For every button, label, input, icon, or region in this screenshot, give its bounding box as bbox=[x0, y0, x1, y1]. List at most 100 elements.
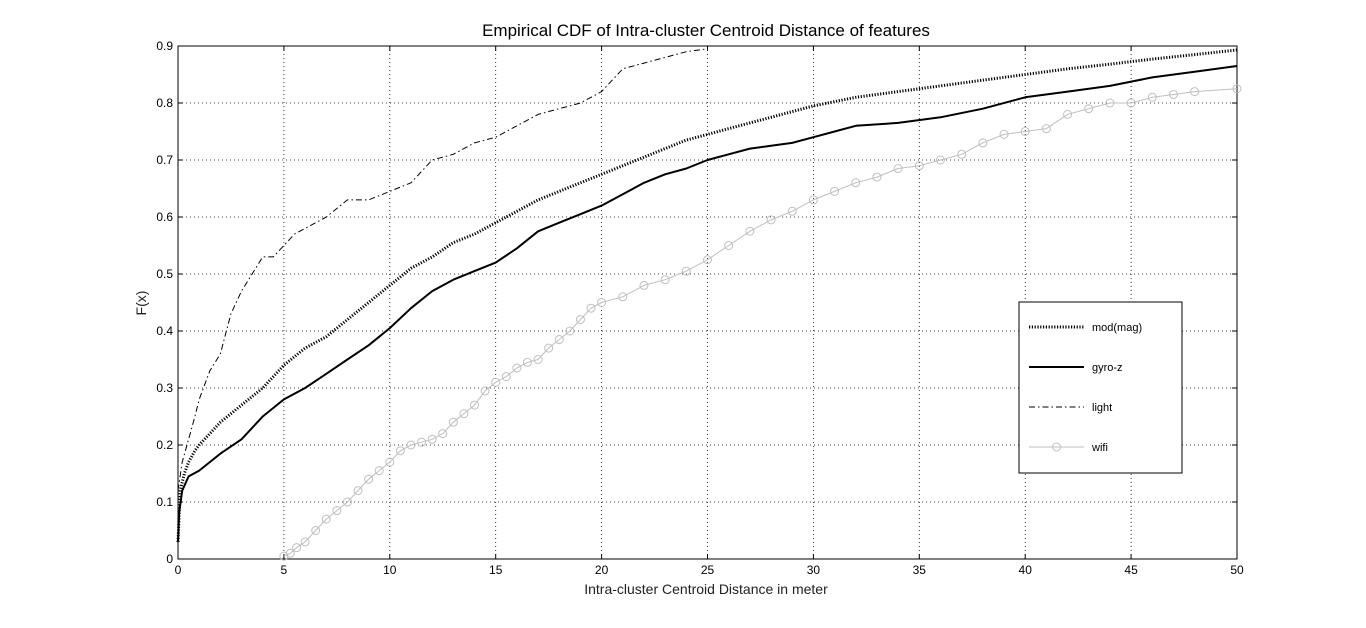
x-tick-label: 50 bbox=[1230, 563, 1244, 577]
data-point-wifi bbox=[618, 292, 628, 302]
data-point-wifi bbox=[1084, 104, 1094, 114]
data-point-wifi bbox=[438, 429, 448, 439]
data-point-wifi bbox=[501, 372, 511, 382]
data-point-wifi bbox=[586, 303, 596, 313]
data-point-wifi bbox=[279, 551, 289, 561]
y-tick-label: 0.5 bbox=[156, 267, 173, 281]
data-point-wifi bbox=[745, 226, 755, 236]
data-point-wifi bbox=[470, 400, 480, 410]
x-tick-label: 35 bbox=[913, 563, 927, 577]
data-point-wifi bbox=[406, 440, 416, 450]
y-axis-label: F(x) bbox=[133, 291, 149, 316]
data-point-wifi bbox=[321, 514, 331, 524]
legend-label-light: light bbox=[1092, 402, 1112, 414]
data-point-wifi bbox=[1190, 87, 1200, 97]
data-point-wifi bbox=[311, 526, 321, 535]
data-point-wifi bbox=[830, 186, 840, 196]
legend-label-wifi: wifi bbox=[1091, 442, 1108, 454]
data-point-wifi bbox=[1168, 89, 1178, 99]
data-point-wifi bbox=[999, 129, 1009, 139]
data-point-wifi bbox=[565, 326, 575, 336]
legend-box bbox=[1018, 301, 1183, 474]
x-tick-label: 15 bbox=[489, 563, 503, 577]
data-point-wifi bbox=[1105, 98, 1115, 108]
legend-label-gyro-z: gyro-z bbox=[1092, 362, 1123, 374]
y-axis: 0 0.1 0.2 0.3 0.4 0.5 0.6 0.7 0.8 0.9 bbox=[156, 39, 1237, 566]
y-tick-label: 0.8 bbox=[156, 96, 173, 110]
data-point-wifi bbox=[808, 195, 818, 205]
data-point-wifi bbox=[285, 548, 295, 558]
data-point-wifi bbox=[342, 497, 352, 507]
series-line-light bbox=[177, 48, 708, 491]
legend-marker-wifi bbox=[1052, 442, 1061, 452]
x-tick-label: 40 bbox=[1019, 563, 1033, 577]
data-point-wifi bbox=[512, 363, 522, 373]
data-point-wifi bbox=[575, 315, 585, 325]
data-point-wifi bbox=[597, 298, 607, 307]
y-tick-label: 0 bbox=[166, 552, 173, 566]
data-point-wifi bbox=[554, 335, 564, 345]
data-point-wifi bbox=[292, 543, 302, 553]
data-point-wifi bbox=[724, 241, 734, 250]
data-point-wifi bbox=[872, 172, 882, 182]
data-point-wifi bbox=[787, 206, 797, 216]
data-point-wifi bbox=[639, 280, 649, 290]
y-tick-label: 0.7 bbox=[156, 153, 173, 167]
legend: mod(mag) gyro-z light wifi bbox=[1018, 301, 1183, 474]
x-tick-label: 5 bbox=[281, 563, 288, 577]
data-point-wifi bbox=[395, 446, 405, 456]
data-point-wifi bbox=[1063, 109, 1073, 119]
y-tick-label: 0.6 bbox=[156, 210, 173, 224]
data-point-wifi bbox=[935, 155, 945, 165]
x-tick-label: 20 bbox=[595, 563, 609, 577]
series-layer bbox=[176, 48, 1242, 561]
chart-title: Empirical CDF of Intra-cluster Centroid … bbox=[482, 21, 930, 40]
data-point-wifi bbox=[332, 506, 342, 516]
data-point-wifi bbox=[353, 486, 363, 496]
series-line-mod-mag bbox=[176, 48, 1238, 542]
data-point-wifi bbox=[417, 437, 427, 447]
x-tick-label: 45 bbox=[1124, 563, 1138, 577]
x-tick-label: 25 bbox=[701, 563, 715, 577]
data-point-wifi bbox=[522, 357, 532, 367]
x-axis-label: Intra-cluster Centroid Distance in meter bbox=[584, 581, 828, 597]
data-point-wifi bbox=[1232, 84, 1242, 94]
y-tick-label: 0.9 bbox=[156, 39, 173, 53]
data-point-wifi bbox=[703, 255, 712, 265]
data-point-wifi bbox=[1041, 124, 1051, 134]
data-point-wifi bbox=[533, 355, 543, 364]
data-point-wifi bbox=[1147, 92, 1157, 102]
y-tick-label: 0.1 bbox=[156, 495, 173, 509]
x-tick-label: 30 bbox=[807, 563, 821, 577]
x-tick-label: 0 bbox=[175, 563, 182, 577]
data-point-wifi bbox=[851, 178, 861, 188]
data-point-wifi bbox=[660, 275, 670, 285]
data-point-wifi bbox=[914, 161, 924, 171]
y-tick-label: 0.4 bbox=[156, 324, 173, 338]
y-tick-label: 0.3 bbox=[156, 381, 173, 395]
data-point-wifi bbox=[300, 537, 310, 547]
legend-label-mod-mag: mod(mag) bbox=[1092, 322, 1142, 334]
data-point-wifi bbox=[681, 266, 691, 276]
data-point-wifi bbox=[978, 138, 988, 148]
data-point-wifi bbox=[766, 215, 776, 225]
data-point-wifi bbox=[957, 149, 967, 159]
data-point-wifi bbox=[374, 466, 384, 476]
data-point-wifi bbox=[1020, 127, 1030, 136]
data-point-wifi bbox=[893, 164, 903, 174]
data-point-wifi bbox=[480, 386, 490, 396]
data-point-wifi bbox=[448, 417, 458, 427]
x-axis: 0 5 10 15 20 25 30 35 40 45 50 bbox=[175, 46, 1244, 577]
series-line-gyro-z bbox=[177, 65, 1238, 542]
data-point-wifi bbox=[364, 474, 374, 484]
data-point-wifi bbox=[459, 409, 469, 419]
data-point-wifi bbox=[491, 377, 501, 387]
x-tick-label: 10 bbox=[383, 563, 397, 577]
data-point-wifi bbox=[544, 343, 554, 353]
data-point-wifi bbox=[1126, 98, 1136, 108]
data-point-wifi bbox=[427, 434, 437, 444]
y-tick-label: 0.2 bbox=[156, 438, 173, 452]
data-point-wifi bbox=[385, 457, 395, 467]
series-line-wifi bbox=[283, 88, 1238, 557]
